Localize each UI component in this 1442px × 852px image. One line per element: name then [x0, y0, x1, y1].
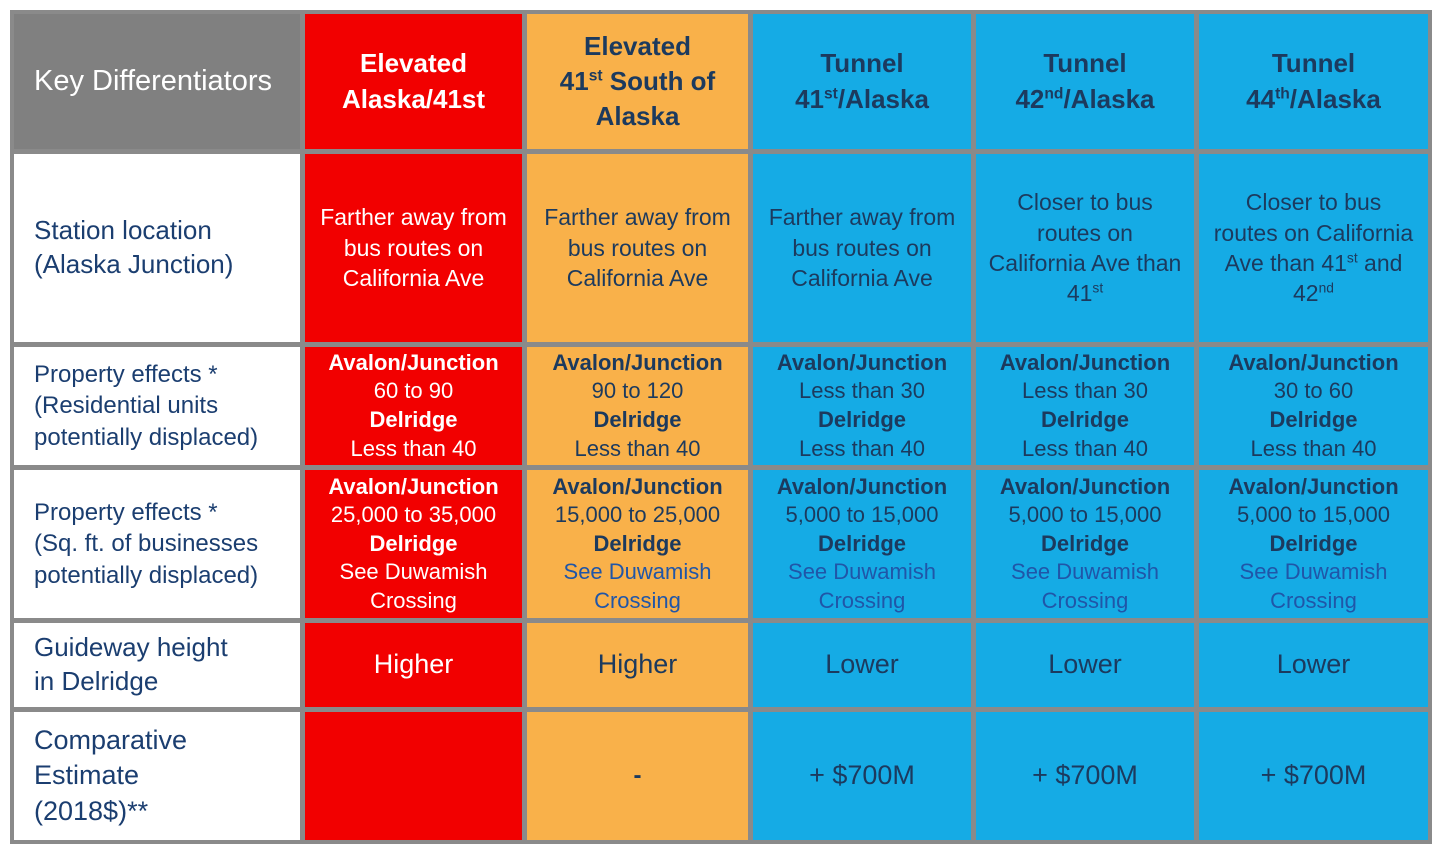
ordinal-superscript: th — [1275, 84, 1290, 102]
column-title-line2: 41st South of Alaska — [559, 65, 716, 132]
row-label-property-effects-business: Property effects * (Sq. ft. of businesse… — [14, 470, 300, 618]
row-label-guideway-height: Guideway height in Delridge — [14, 623, 300, 707]
station-cell-tunnel-42nd: Closer to bus routes on California Ave t… — [976, 154, 1194, 342]
guideway-cell-elevated-41st: Higher — [527, 623, 748, 707]
column-title-line1: Tunnel — [1043, 48, 1127, 79]
column-title-line2: 42nd/Alaska — [1015, 83, 1155, 114]
station-cell-tunnel-44th: Closer to bus routes on California Ave t… — [1199, 154, 1428, 342]
ordinal-superscript: st — [588, 67, 603, 85]
column-title-line1: Elevated — [584, 30, 691, 61]
header-cell-tunnel-42nd-alaska: Tunnel 42nd/Alaska — [976, 14, 1194, 149]
ordinal-superscript: nd — [1318, 280, 1334, 296]
residential-cell-tunnel-42nd: Avalon/Junction Less than 30 Delridge Le… — [976, 347, 1194, 465]
header-cell-tunnel-41st-alaska: Tunnel 41st/Alaska — [753, 14, 971, 149]
business-cell-tunnel-42nd: Avalon/Junction 5,000 to 15,000 Delridge… — [976, 470, 1194, 618]
column-title-line2: 44th/Alaska — [1246, 83, 1381, 114]
column-title: Elevated Alaska/41st — [341, 48, 486, 114]
residential-cell-elevated-41st: Avalon/Junction 90 to 120 Delridge Less … — [527, 347, 748, 465]
guideway-cell-tunnel-42nd: Lower — [976, 623, 1194, 707]
ordinal-superscript: st — [1346, 250, 1358, 266]
business-cell-tunnel-44th: Avalon/Junction 5,000 to 15,000 Delridge… — [1199, 470, 1428, 618]
residential-cell-tunnel-41st: Avalon/Junction Less than 30 Delridge Le… — [753, 347, 971, 465]
business-cell-elevated-alaska: Avalon/Junction 25,000 to 35,000 Delridg… — [305, 470, 522, 618]
estimate-cell-tunnel-44th: + $700M — [1199, 712, 1428, 840]
header-cell-elevated-alaska-41st: Elevated Alaska/41st — [305, 14, 522, 149]
ordinal-superscript: nd — [1044, 84, 1064, 102]
residential-cell-tunnel-44th: Avalon/Junction 30 to 60 Delridge Less t… — [1199, 347, 1428, 465]
ordinal-superscript: st — [1092, 280, 1104, 296]
header-cell-elevated-41st-south-of-alaska: Elevated 41st South of Alaska — [527, 14, 748, 149]
station-cell-elevated-41st: Farther away from bus routes on Californ… — [527, 154, 748, 342]
estimate-cell-tunnel-42nd: + $700M — [976, 712, 1194, 840]
row-label-property-effects-residential: Property effects * (Residential units po… — [14, 347, 300, 465]
row-label-station-location: Station location (Alaska Junction) — [14, 154, 300, 342]
row-label-comparative-estimate: Comparative Estimate (2018$)** — [14, 712, 300, 840]
guideway-cell-elevated-alaska: Higher — [305, 623, 522, 707]
column-title-line2: 41st/Alaska — [795, 83, 929, 114]
header-cell-key-differentiators: Key Differentiators — [14, 14, 300, 149]
header-cell-tunnel-44th-alaska: Tunnel 44th/Alaska — [1199, 14, 1428, 149]
station-cell-tunnel-41st: Farther away from bus routes on Californ… — [753, 154, 971, 342]
business-cell-tunnel-41st: Avalon/Junction 5,000 to 15,000 Delridge… — [753, 470, 971, 618]
column-title-line1: Tunnel — [1271, 48, 1356, 79]
estimate-cell-elevated-41st: - — [527, 712, 748, 840]
alternatives-comparison-table: Key Differentiators Elevated Alaska/41st… — [10, 10, 1432, 844]
estimate-cell-elevated-alaska — [305, 712, 522, 840]
estimate-cell-tunnel-41st: + $700M — [753, 712, 971, 840]
key-differentiators-title: Key Differentiators — [34, 64, 273, 97]
station-cell-elevated-alaska: Farther away from bus routes on Californ… — [305, 154, 522, 342]
column-title-line1: Tunnel — [820, 48, 904, 79]
residential-cell-elevated-alaska: Avalon/Junction 60 to 90 Delridge Less t… — [305, 347, 522, 465]
business-cell-elevated-41st: Avalon/Junction 15,000 to 25,000 Delridg… — [527, 470, 748, 618]
guideway-cell-tunnel-44th: Lower — [1199, 623, 1428, 707]
ordinal-superscript: st — [823, 84, 838, 102]
guideway-cell-tunnel-41st: Lower — [753, 623, 971, 707]
